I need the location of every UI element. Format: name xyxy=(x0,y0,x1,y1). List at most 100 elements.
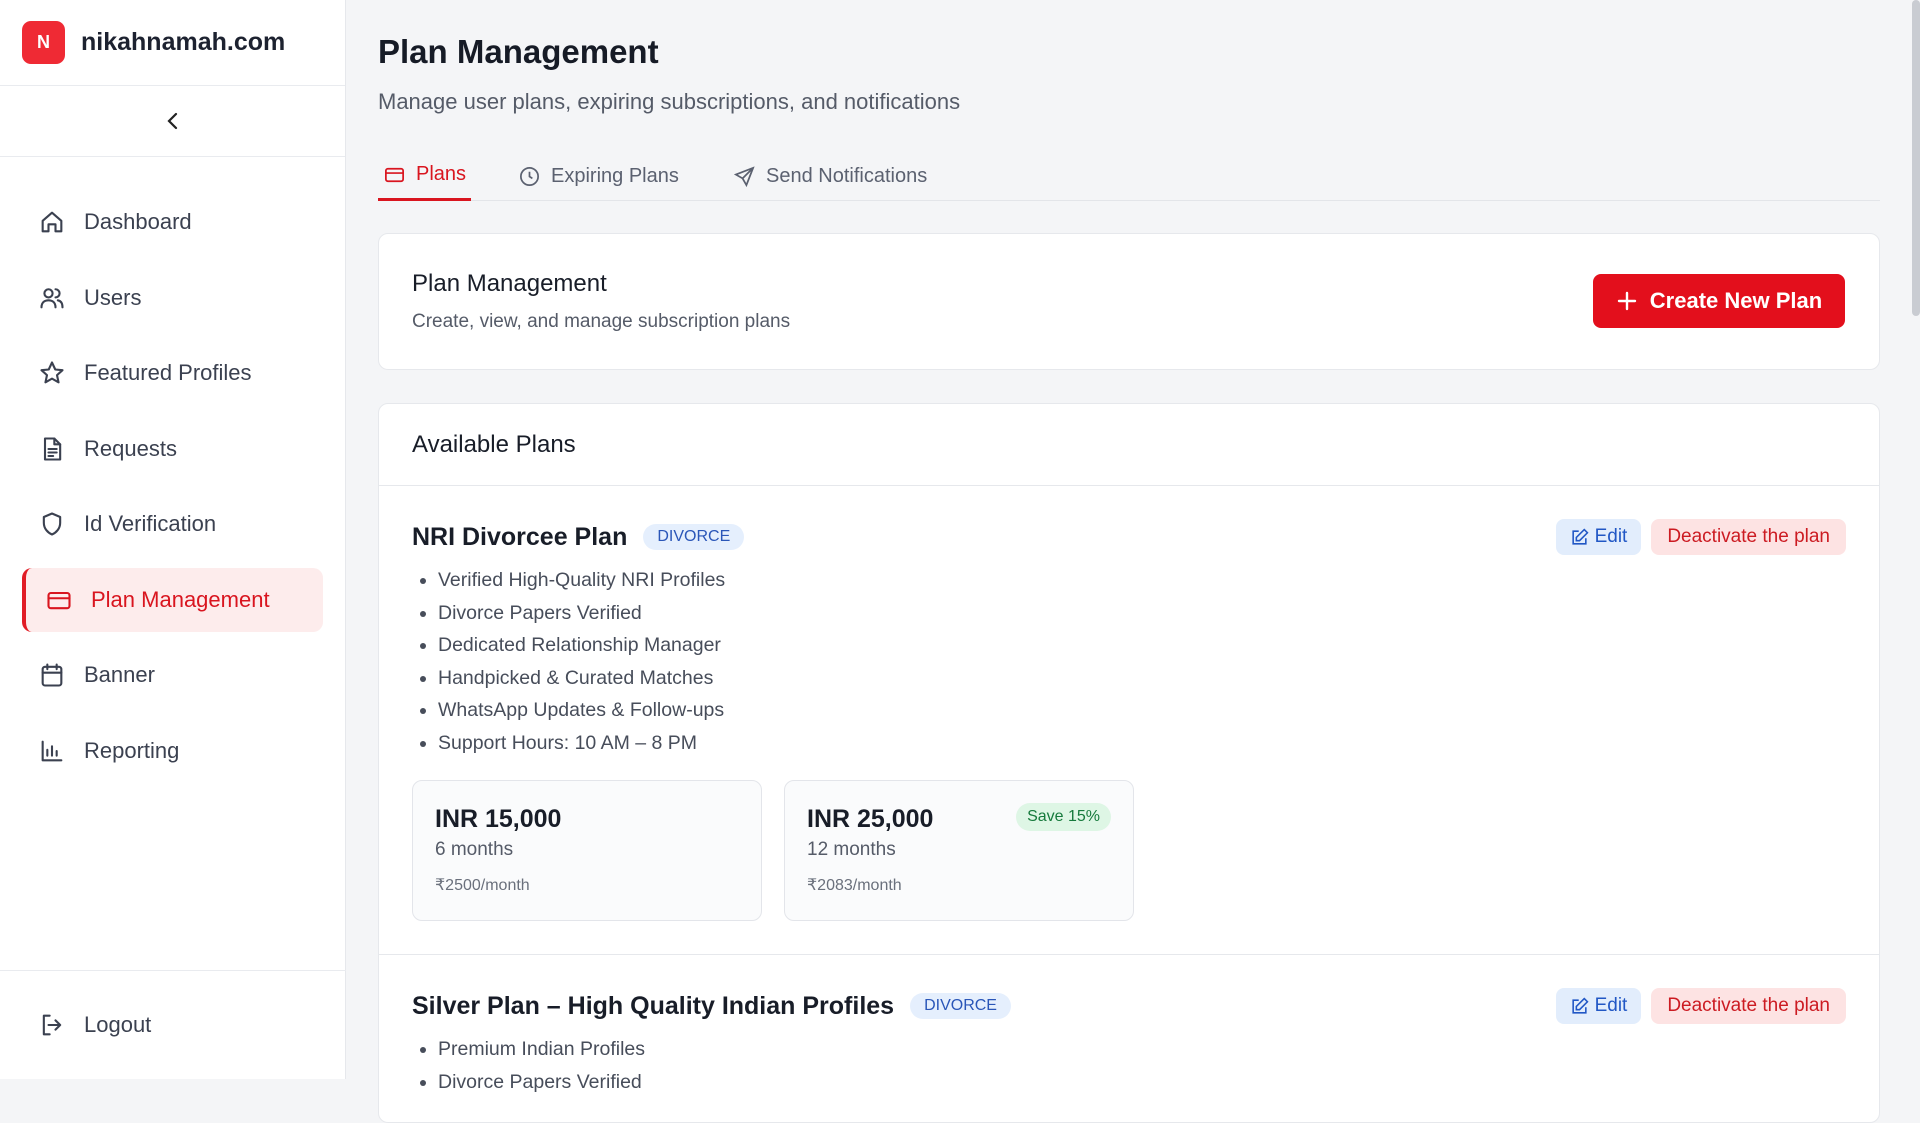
sidebar: N nikahnamah.com Dashboard Users Featured … xyxy=(0,0,346,1079)
edit-button[interactable]: Edit xyxy=(1555,988,1642,1024)
icon xyxy=(38,359,66,387)
icon-svg xyxy=(41,211,63,233)
nav-label: Plan Management xyxy=(91,586,270,612)
plan-tag: DIVORCE xyxy=(643,524,745,550)
price-amount: INR 15,000 xyxy=(435,805,562,833)
plan-actions: Edit Deactivate the plan xyxy=(1555,519,1846,555)
card-title: Plan Management xyxy=(412,270,607,297)
price-duration: 12 months xyxy=(807,839,896,860)
nav-item[interactable]: Reporting xyxy=(22,719,323,783)
price-per-month: ₹2083/month xyxy=(807,877,902,894)
icon xyxy=(383,163,406,186)
icon-svg xyxy=(41,663,63,687)
feature: Verified High-Quality NRI Profiles xyxy=(438,564,1846,597)
feature-list: Premium Indian ProfilesDivorce Papers Ve… xyxy=(412,1033,1846,1098)
icon xyxy=(38,661,66,689)
feature: Divorce Papers Verified xyxy=(438,1066,1846,1099)
scrollbar[interactable] xyxy=(1912,0,1920,316)
page: *{box-sizing:border-box} body{margin:0;w… xyxy=(0,0,1920,1079)
tabs: Plans Expiring Plans Send Notifications xyxy=(378,151,1880,201)
feature: Premium Indian Profiles xyxy=(438,1033,1846,1066)
feature-list: Verified High-Quality NRI ProfilesDivorc… xyxy=(412,564,1846,759)
tab-label: Expiring Plans xyxy=(551,164,679,187)
icon-svg xyxy=(42,512,62,536)
tab[interactable]: Plans xyxy=(378,151,472,201)
plan-tag: DIVORCE xyxy=(910,993,1011,1019)
brand[interactable]: N nikahnamah.com xyxy=(0,0,345,86)
page-title: Plan Management xyxy=(378,33,659,70)
tab[interactable]: Send Notifications xyxy=(733,151,927,201)
price-per-month: ₹2500/month xyxy=(435,877,530,894)
icon-svg xyxy=(733,165,755,187)
deactivate-button[interactable]: Deactivate the plan xyxy=(1651,988,1846,1024)
icon xyxy=(38,1011,66,1039)
icon-svg xyxy=(40,287,64,308)
price-box[interactable]: INR 15,000 6 months ₹2500/month xyxy=(412,780,762,921)
plan-actions: Edit Deactivate the plan xyxy=(1555,988,1846,1024)
icon xyxy=(38,737,66,765)
divider xyxy=(0,970,346,971)
feature: Handpicked & Curated Matches xyxy=(438,662,1846,695)
plan-title-row: Silver Plan – High Quality Indian Profil… xyxy=(412,986,1846,1026)
icon xyxy=(38,284,66,312)
nav-item[interactable]: Users xyxy=(22,266,323,330)
edit-label: Edit xyxy=(1594,995,1628,1016)
edit-icon xyxy=(1570,527,1589,547)
icon-svg xyxy=(41,740,63,761)
create-button[interactable]: Create New Plan xyxy=(1593,274,1845,328)
edit-svg xyxy=(1571,996,1589,1014)
plan: Silver Plan – High Quality Indian Profil… xyxy=(379,954,1879,1122)
icon-svg xyxy=(42,1014,62,1036)
edit-icon xyxy=(1570,996,1589,1016)
chevron-icon xyxy=(166,112,177,130)
nav-label: Banner xyxy=(84,662,155,687)
logo: N xyxy=(22,21,65,64)
plans-card: Available Plans NRI Divorcee Plan DIVORCE… xyxy=(378,403,1880,1123)
deactivate-button[interactable]: Deactivate the plan xyxy=(1651,519,1846,555)
icon xyxy=(45,586,73,614)
plans-heading: Available Plans xyxy=(412,430,576,458)
feature: Support Hours: 10 AM – 8 PM xyxy=(438,727,1846,760)
price-badge: Save 15% xyxy=(1016,803,1111,831)
nav-label: Dashboard xyxy=(84,209,192,234)
price-box[interactable]: INR 25,000 12 months ₹2083/month Save 15% xyxy=(784,780,1134,921)
nav-item[interactable]: Dashboard xyxy=(22,190,323,254)
icon-svg xyxy=(520,166,539,186)
tab[interactable]: Expiring Plans xyxy=(518,151,679,201)
nav-item[interactable]: Banner xyxy=(22,643,323,707)
icon xyxy=(38,435,66,463)
icon-svg xyxy=(40,361,64,384)
feature: WhatsApp Updates & Follow-ups xyxy=(438,694,1846,727)
logout-label: Logout xyxy=(84,1012,152,1037)
nav-label: Users xyxy=(84,284,142,310)
nav-item[interactable]: Requests xyxy=(22,417,323,481)
edit-button[interactable]: Edit xyxy=(1555,519,1642,555)
nav-label: Reporting xyxy=(84,737,180,763)
icon xyxy=(518,165,541,188)
nav-item[interactable]: Featured Profiles xyxy=(22,341,323,405)
nav-label: Featured Profiles xyxy=(84,360,252,385)
plan-name: NRI Divorcee Plan xyxy=(412,522,628,551)
logout-button[interactable]: Logout xyxy=(22,993,323,1057)
screen: N nikahnamah.com Dashboard Users Featured … xyxy=(0,0,1920,1079)
card-subtitle: Create, view, and manage subscription pl… xyxy=(412,311,791,332)
page-subtitle: Manage user plans, expiring subscription… xyxy=(378,89,961,114)
edit-label: Edit xyxy=(1594,526,1628,547)
icon-svg xyxy=(47,591,71,609)
nav-item[interactable]: Id Verification xyxy=(22,492,323,556)
price-duration: 6 months xyxy=(435,839,514,860)
tab-label: Plans xyxy=(416,163,467,185)
icon-svg xyxy=(43,436,62,461)
plan: NRI Divorcee Plan DIVORCE Edit Deactivate t… xyxy=(379,485,1879,954)
plan-title-row: NRI Divorcee Plan DIVORCE Edit Deactivate t… xyxy=(412,517,1846,557)
plans-list: NRI Divorcee Plan DIVORCE Edit Deactivate t… xyxy=(379,485,1879,1122)
icon-svg xyxy=(385,167,404,183)
nav-label: Id Verification xyxy=(84,511,217,536)
tab-label: Send Notifications xyxy=(766,164,928,187)
icon xyxy=(733,165,756,188)
edit-svg xyxy=(1571,527,1589,545)
feature: Dedicated Relationship Manager xyxy=(438,629,1846,662)
nav-item[interactable]: Plan Management xyxy=(22,567,323,632)
icon xyxy=(38,208,66,236)
collapse-button[interactable] xyxy=(0,86,345,157)
